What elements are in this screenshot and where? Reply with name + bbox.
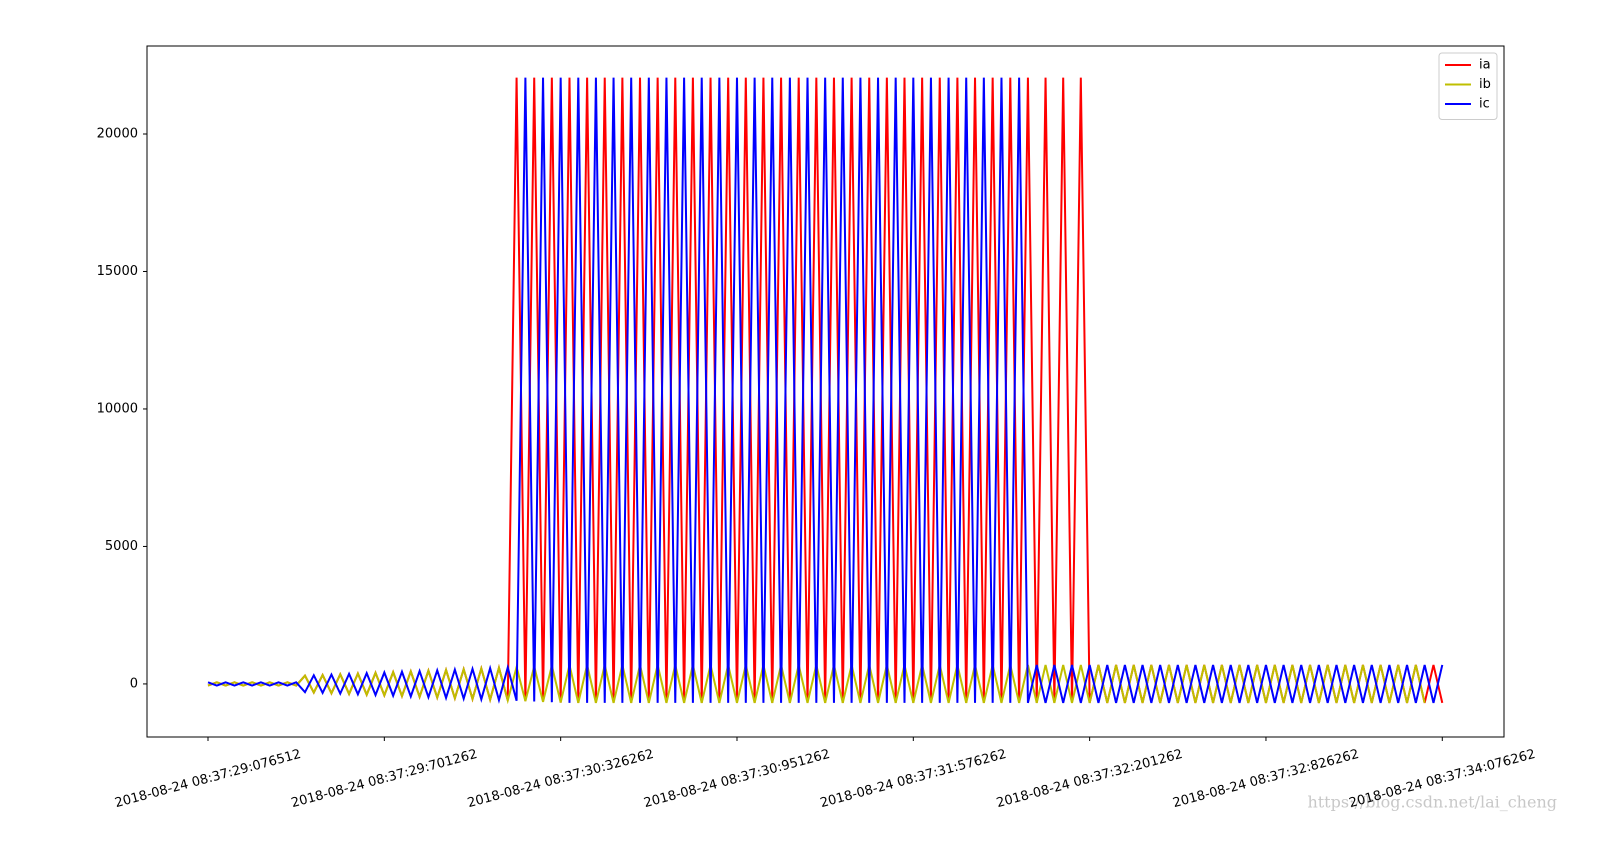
x-tick-label: 2018-08-24 08:37:32:201262 — [995, 747, 1184, 811]
series-line — [207, 77, 1444, 704]
x-tick-label: 2018-08-24 08:37:30:326262 — [466, 747, 655, 811]
watermark: https://blog.csdn.net/lai_cheng — [1307, 793, 1557, 812]
legend-label: ic — [1479, 97, 1490, 112]
x-tick-label: 2018-08-24 08:37:30:951262 — [642, 747, 831, 811]
y-tick-label: 20000 — [97, 126, 138, 141]
legend-box — [1438, 52, 1498, 120]
x-tick-label: 2018-08-24 08:37:29:701262 — [290, 747, 479, 811]
x-tick-label: 2018-08-24 08:37:31:576262 — [819, 747, 1008, 811]
x-tick-label: 2018-08-24 08:37:29:076512 — [113, 747, 302, 811]
series-line — [207, 77, 1444, 704]
plot-frame — [146, 45, 1505, 738]
y-tick-label: 5000 — [105, 539, 138, 554]
y-tick-label: 0 — [130, 676, 138, 691]
legend-label: ia — [1479, 58, 1491, 73]
y-tick-label: 10000 — [97, 401, 138, 416]
y-tick-label: 15000 — [97, 264, 138, 279]
legend-label: ib — [1479, 77, 1491, 92]
